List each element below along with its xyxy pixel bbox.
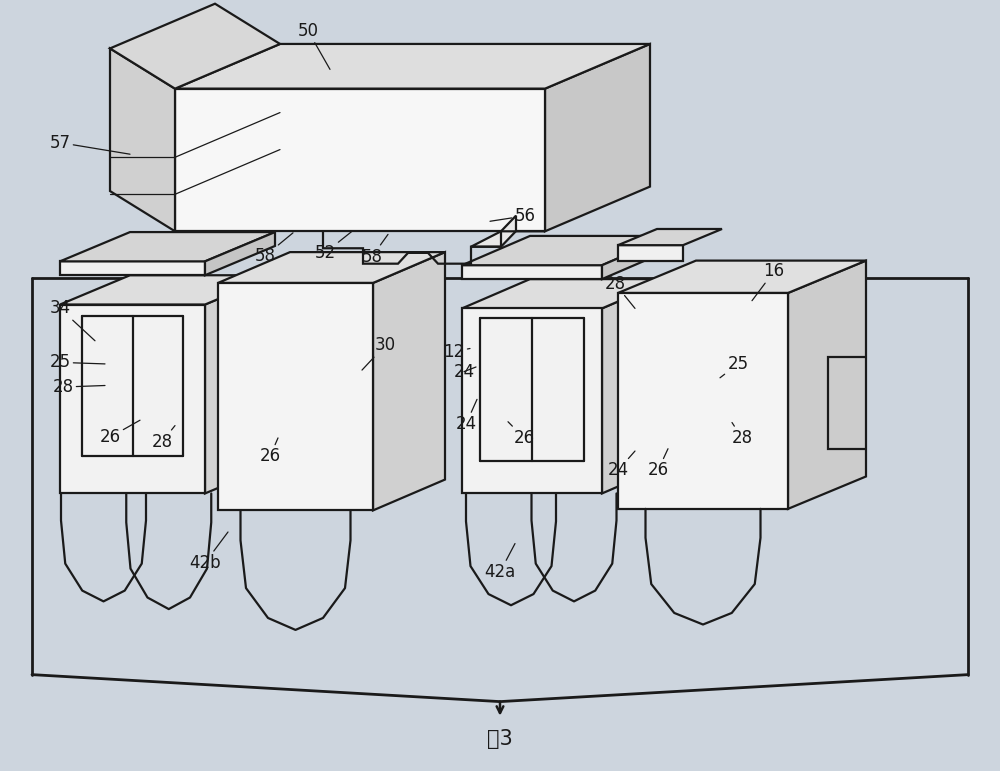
Text: 42b: 42b bbox=[189, 532, 228, 572]
Text: 12: 12 bbox=[443, 342, 470, 361]
Text: 30: 30 bbox=[362, 336, 396, 370]
Polygon shape bbox=[205, 232, 275, 275]
Text: 28: 28 bbox=[731, 423, 753, 447]
Polygon shape bbox=[218, 283, 373, 510]
Polygon shape bbox=[462, 236, 670, 265]
Text: 34: 34 bbox=[49, 299, 95, 341]
Text: 58: 58 bbox=[362, 234, 388, 266]
Polygon shape bbox=[110, 4, 280, 89]
Polygon shape bbox=[618, 293, 788, 509]
Polygon shape bbox=[373, 252, 445, 510]
Text: 28: 28 bbox=[52, 378, 105, 396]
Polygon shape bbox=[175, 44, 650, 89]
Text: 28: 28 bbox=[151, 426, 175, 451]
Polygon shape bbox=[110, 49, 175, 231]
Text: 50: 50 bbox=[298, 22, 330, 69]
Polygon shape bbox=[602, 236, 670, 279]
Text: 52: 52 bbox=[314, 231, 352, 262]
Text: 16: 16 bbox=[752, 262, 785, 301]
Text: 26: 26 bbox=[99, 420, 140, 446]
Polygon shape bbox=[618, 229, 722, 245]
Text: 26: 26 bbox=[647, 449, 669, 480]
Polygon shape bbox=[618, 245, 683, 261]
Polygon shape bbox=[788, 261, 866, 509]
Text: 58: 58 bbox=[254, 233, 293, 265]
Polygon shape bbox=[545, 44, 650, 231]
Polygon shape bbox=[462, 308, 602, 493]
Polygon shape bbox=[618, 261, 866, 293]
Polygon shape bbox=[471, 216, 516, 247]
Polygon shape bbox=[602, 279, 670, 493]
Text: 28: 28 bbox=[604, 274, 635, 308]
Polygon shape bbox=[462, 279, 670, 308]
Polygon shape bbox=[462, 265, 602, 279]
Text: 24: 24 bbox=[453, 362, 476, 381]
Text: 26: 26 bbox=[259, 438, 281, 466]
Polygon shape bbox=[218, 252, 445, 283]
Polygon shape bbox=[60, 232, 275, 261]
Polygon shape bbox=[175, 89, 545, 231]
Text: 25: 25 bbox=[49, 353, 105, 372]
Text: 26: 26 bbox=[508, 422, 535, 447]
Polygon shape bbox=[60, 305, 205, 493]
Text: 图3: 图3 bbox=[487, 729, 513, 749]
Text: 25: 25 bbox=[720, 355, 749, 378]
Polygon shape bbox=[60, 275, 275, 305]
Text: 24: 24 bbox=[607, 451, 635, 480]
Text: 24: 24 bbox=[455, 399, 477, 433]
Text: 42a: 42a bbox=[484, 544, 516, 581]
Polygon shape bbox=[205, 275, 275, 493]
Text: 57: 57 bbox=[50, 133, 130, 154]
Polygon shape bbox=[60, 261, 205, 275]
Text: 56: 56 bbox=[490, 207, 536, 225]
